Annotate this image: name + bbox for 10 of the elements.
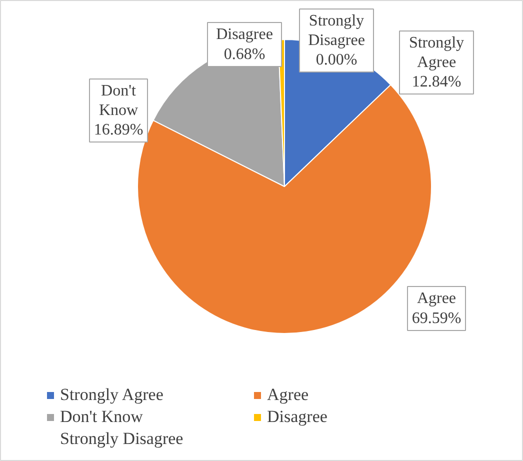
data-label: Strongly Agree 12.84% [408,34,464,91]
legend-label: Agree [267,385,310,405]
legend-label: Strongly Agree [60,385,164,405]
data-label: Disagree 0.68% [216,26,273,63]
legend-label: Don't Know [60,407,144,427]
text: Strongly Disagree 0.00% [308,12,365,69]
data-label: Agree 69.59% [412,290,462,327]
data-label: Don't Know 16.89% [94,82,144,139]
legend-label: Disagree [267,407,328,427]
category-label: Strongly Disagree [60,429,184,448]
